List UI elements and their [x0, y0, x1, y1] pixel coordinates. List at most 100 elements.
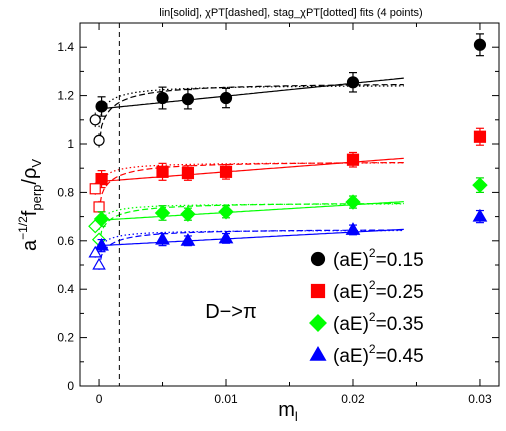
marker-circle	[156, 91, 169, 105]
data-point	[219, 163, 233, 180]
marker-diamond	[88, 219, 103, 234]
marker-circle	[473, 38, 487, 51]
legend-item: (aE)2=0.35	[309, 310, 424, 335]
fit-curves	[98, 77, 404, 269]
data-points	[88, 33, 488, 270]
marker-diamond	[345, 194, 361, 210]
marker-circle	[93, 134, 105, 146]
marker-square	[89, 183, 101, 195]
marker-triangle	[309, 345, 327, 361]
y-tick-label: 1	[67, 137, 74, 151]
data-point	[95, 170, 108, 189]
data-point	[156, 162, 169, 181]
extrapolated-point	[89, 182, 101, 195]
fit-chiral-line	[98, 202, 404, 246]
series-points	[89, 127, 487, 213]
data-point	[154, 205, 171, 221]
marker-triangle	[180, 232, 196, 246]
legend-item: (aE)2=0.25	[310, 278, 424, 303]
data-point	[180, 232, 196, 247]
legend-label: (aE)2=0.25	[333, 278, 424, 303]
marker-triangle	[94, 237, 109, 251]
x-tick-label: 0.02	[341, 392, 365, 406]
fit-staggered-line	[98, 162, 404, 193]
marker-diamond	[472, 177, 488, 193]
marker-triangle	[92, 257, 106, 270]
y-axis-label-text: a−1/2fperp/ρV	[16, 159, 44, 251]
marker-triangle	[218, 230, 234, 244]
y-tick-label: 1.2	[57, 89, 74, 103]
legend-label: (aE)2=0.35	[333, 310, 424, 335]
marker-diamond	[154, 205, 171, 221]
y-tick-label: 1.4	[57, 40, 74, 54]
extrapolated-point	[89, 112, 101, 128]
series-points	[89, 33, 487, 148]
marker-triangle	[345, 222, 361, 235]
data-point	[95, 96, 108, 117]
data-point	[181, 88, 195, 110]
legend-item: (aE)2=0.45	[309, 342, 424, 367]
legend: (aE)2=0.15 (aE)2=0.25 (aE)2=0.35 (aE)2=0.45	[309, 246, 424, 367]
axis-ticks: 0 0.01 0.02 0.03 0 0.2 0.4 0.6 0.8 1 1.2 1.4	[57, 22, 499, 406]
marker-square	[95, 172, 108, 186]
x-axis-label-text: ml	[278, 399, 298, 424]
legend-item: (aE)2=0.15	[310, 246, 424, 271]
extrapolated-point	[93, 200, 105, 213]
y-tick-label: 0.4	[57, 282, 74, 296]
marker-square	[310, 283, 326, 299]
marker-circle	[89, 114, 101, 126]
marker-circle	[181, 93, 195, 106]
data-point	[180, 206, 196, 222]
marker-circle	[95, 100, 108, 113]
extrapolated-point	[93, 133, 105, 148]
data-point	[473, 33, 487, 57]
extrapolated-point	[88, 245, 103, 258]
y-axis-label: a−1/2fperp/ρV	[16, 159, 44, 251]
data-point	[156, 86, 169, 110]
x-tick-label: 0.01	[214, 392, 238, 406]
marker-triangle	[155, 231, 170, 245]
data-point	[473, 127, 487, 146]
data-point	[472, 208, 488, 224]
marker-square	[93, 201, 105, 213]
marker-square	[219, 165, 233, 178]
marker-diamond	[309, 314, 327, 332]
data-point	[155, 231, 170, 247]
y-tick-label: 0.6	[57, 234, 74, 248]
data-point	[94, 237, 109, 253]
y-tick-label: 0.2	[57, 331, 74, 345]
legend-label: (aE)2=0.15	[333, 246, 424, 271]
marker-square	[181, 166, 195, 180]
extrapolated-point	[88, 219, 103, 234]
marker-diamond	[218, 204, 234, 220]
process-annotation: D−>π	[205, 301, 257, 323]
data-point	[181, 165, 195, 181]
marker-square	[473, 130, 487, 143]
x-axis-label: ml	[278, 399, 298, 424]
fit-chiral-line	[98, 162, 404, 212]
data-point	[346, 151, 360, 168]
extrapolated-point	[92, 257, 106, 270]
data-point	[218, 204, 234, 220]
marker-triangle	[472, 208, 488, 222]
marker-diamond	[180, 206, 196, 222]
y-tick-label: 0.8	[57, 185, 74, 199]
marker-square	[156, 165, 169, 178]
legend-label: (aE)2=0.45	[333, 342, 424, 367]
data-point	[345, 194, 361, 210]
x-tick-label: 0.03	[468, 392, 492, 406]
marker-square	[346, 153, 360, 166]
x-tick-label: 0	[96, 392, 103, 406]
data-point	[219, 87, 233, 109]
series-points	[88, 208, 488, 270]
y-tick-label: 0	[67, 379, 74, 393]
marker-circle	[346, 76, 360, 89]
data-point	[472, 177, 488, 193]
marker-triangle	[88, 245, 103, 258]
data-point	[218, 230, 234, 244]
data-point	[346, 72, 360, 93]
data-point	[345, 222, 361, 236]
marker-circle	[219, 91, 233, 105]
chart-title: lin[solid], χPT[dashed], stag_χPT[dotted…	[159, 7, 422, 19]
